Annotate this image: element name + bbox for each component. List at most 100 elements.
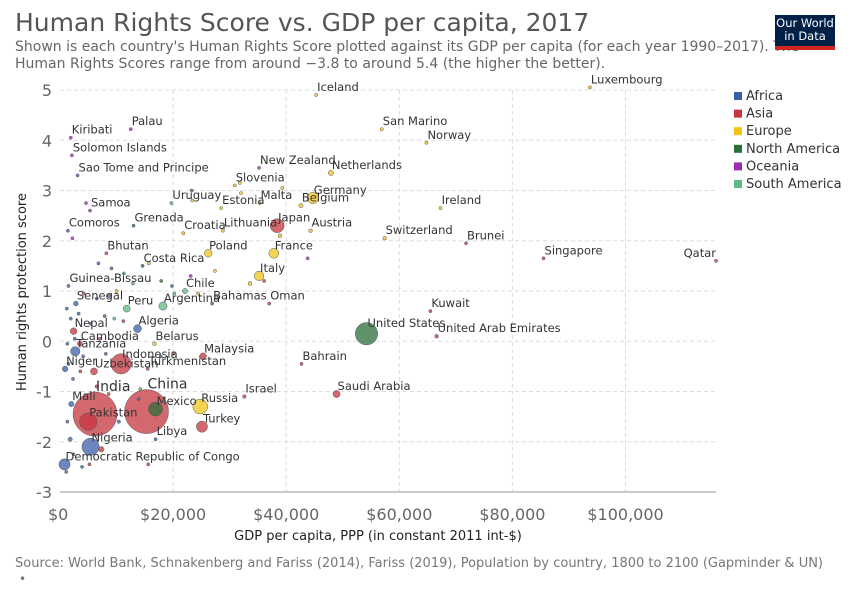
data-point — [237, 181, 242, 185]
legend-swatch — [734, 144, 742, 153]
point-label: Slovenia — [236, 170, 285, 184]
data-point — [213, 269, 217, 273]
legend-swatch — [734, 162, 742, 171]
point-label: Uruguay — [172, 188, 221, 202]
point-label: Mali — [72, 389, 95, 403]
x-tick-label: $20,000 — [140, 505, 206, 524]
data-point — [66, 362, 71, 366]
data-point — [114, 289, 119, 293]
data-point — [68, 401, 75, 407]
data-point — [65, 419, 70, 424]
point-label: Palau — [132, 114, 163, 128]
data-point — [58, 458, 71, 471]
data-point — [110, 353, 132, 375]
data-point — [61, 365, 69, 372]
point-label: Italy — [260, 261, 285, 275]
point-label: Cambodia — [81, 329, 139, 343]
data-point — [79, 412, 98, 431]
data-point — [67, 436, 73, 442]
point-label: Turkmenistan — [148, 354, 227, 368]
data-point — [181, 231, 186, 236]
point-label: Uzbekistan — [95, 356, 159, 370]
data-point — [267, 301, 272, 306]
data-point — [131, 223, 136, 228]
data-point — [308, 228, 313, 233]
data-point — [138, 387, 143, 391]
point-label: New Zealand — [260, 153, 336, 167]
data-point — [268, 248, 280, 259]
data-point — [76, 311, 81, 316]
point-label: France — [275, 238, 313, 252]
point-label: Germany — [314, 183, 367, 197]
x-tick-label: $60,000 — [366, 505, 432, 524]
y-axis-ticks: -3 -2 -1 0 1 2 3 4 5 — [36, 81, 52, 502]
data-point — [90, 367, 98, 376]
legend-swatch — [734, 92, 742, 100]
data-point — [116, 419, 121, 424]
legend-label: Oceania — [746, 159, 799, 174]
data-point — [332, 390, 341, 398]
owid-logo[interactable]: Our World in Data — [775, 15, 835, 50]
legend-label: Europe — [746, 124, 792, 139]
y-tick-label: -2 — [36, 433, 52, 452]
data-point — [232, 183, 237, 188]
data-point — [299, 362, 304, 366]
data-point — [438, 206, 443, 210]
footnote-bullet: • — [19, 572, 27, 586]
data-point — [102, 314, 107, 318]
data-point — [146, 261, 151, 266]
data-point — [219, 206, 224, 210]
y-axis-label: Human rights protection score — [15, 193, 30, 391]
y-tick-label: 0 — [42, 332, 52, 351]
data-point — [158, 354, 163, 359]
point-label: Estonia — [222, 193, 264, 207]
data-point — [145, 367, 150, 371]
data-point — [328, 170, 334, 176]
point-label: Solomon Islands — [73, 140, 167, 154]
legend-label: North America — [746, 142, 840, 157]
data-point — [298, 203, 304, 208]
point-label: China — [148, 377, 188, 393]
data-point — [153, 437, 158, 442]
data-point — [124, 389, 169, 434]
point-label: Belgium — [302, 191, 349, 205]
point-label: Oman — [270, 289, 305, 303]
data-point — [196, 291, 200, 296]
data-point — [239, 191, 243, 195]
y-tick-label: -3 — [36, 483, 52, 502]
data-point — [277, 233, 283, 238]
point-label: Grenada — [135, 211, 184, 225]
y-tick-label: 1 — [42, 282, 52, 301]
data-point — [182, 288, 188, 294]
point-label: Peru — [128, 294, 154, 308]
data-point — [306, 192, 319, 204]
point-label: Democratic Republic of Congo — [66, 449, 240, 463]
data-point — [254, 270, 265, 281]
data-point — [158, 301, 168, 311]
point-label: Switzerland — [386, 223, 453, 237]
point-label: Nepal — [75, 316, 108, 330]
point-label: Belarus — [155, 329, 198, 343]
point-label: Norway — [427, 128, 471, 142]
point-label: Pakistan — [89, 405, 137, 419]
y-tick-label: 5 — [42, 81, 52, 100]
point-label: Ireland — [442, 193, 482, 207]
data-point — [73, 300, 79, 307]
data-point — [280, 186, 285, 190]
data-point — [66, 284, 71, 288]
legend-swatch — [734, 180, 742, 188]
point-label: Iceland — [317, 80, 359, 94]
y-tick-label: -1 — [36, 383, 52, 402]
data-point — [199, 352, 207, 361]
data-point — [80, 465, 84, 469]
x-axis-label: GDP per capita, PPP (in constant 2011 in… — [234, 529, 522, 544]
data-point — [169, 201, 174, 205]
data-point — [247, 281, 253, 286]
point-label: Lithuania — [224, 216, 277, 230]
point-label: Singapore — [545, 243, 603, 257]
data-point — [262, 279, 267, 283]
y-tick-label: 3 — [42, 182, 52, 201]
data-point — [78, 369, 83, 374]
